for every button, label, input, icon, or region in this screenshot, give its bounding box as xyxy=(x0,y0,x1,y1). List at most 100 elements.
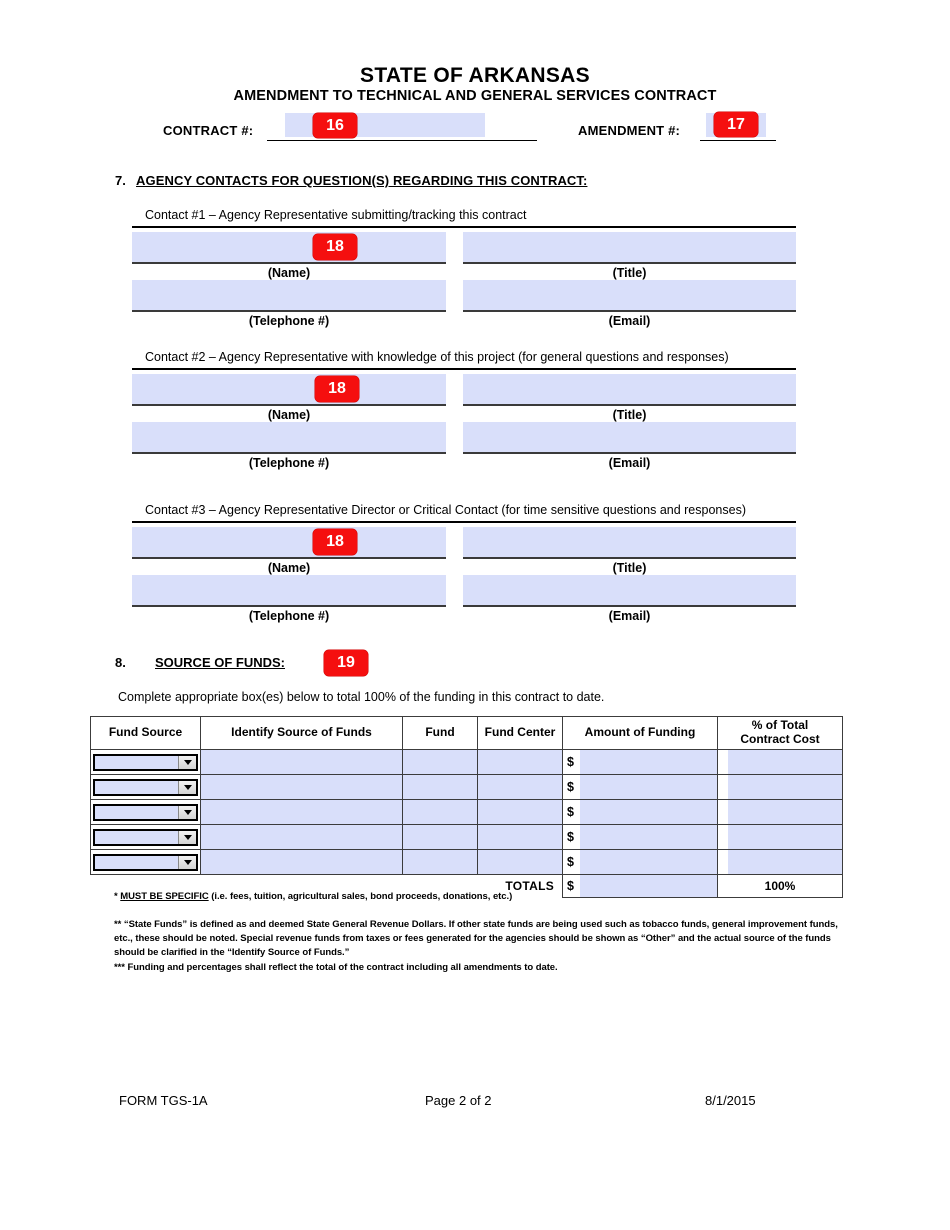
totals-spacer-3 xyxy=(402,874,478,898)
column-header-percent-line1: % of Total xyxy=(751,718,809,733)
fund-source-cell[interactable] xyxy=(90,749,201,775)
totals-label: TOTALS xyxy=(477,874,563,898)
percent-cell[interactable] xyxy=(717,749,843,775)
amount-cell[interactable]: $ xyxy=(562,849,718,875)
contact-3-title-rule xyxy=(463,557,796,559)
fund-center-input[interactable] xyxy=(477,799,563,825)
fund-center-input[interactable] xyxy=(477,774,563,800)
fund-source-dropdown[interactable] xyxy=(93,853,198,871)
badge-18-contact-1: 18 xyxy=(313,234,357,260)
percent-cell[interactable] xyxy=(717,849,843,875)
contact-3-telephone-rule xyxy=(132,605,446,607)
contact-2-name-input[interactable] xyxy=(132,374,446,404)
contact-3-title-input[interactable] xyxy=(463,527,796,557)
contact-3-name-input[interactable] xyxy=(132,527,446,557)
footnote-1-rest: (i.e. fees, tuition, agricultural sales,… xyxy=(208,891,513,902)
contact-2-name-rule xyxy=(132,404,446,406)
contact-3-name-rule xyxy=(132,557,446,559)
identify-source-input[interactable] xyxy=(200,824,403,850)
contact-3-telephone-input[interactable] xyxy=(132,575,446,605)
contact-1-email-input[interactable] xyxy=(463,280,796,310)
fund-input[interactable] xyxy=(402,774,478,800)
contact-1-title-rule xyxy=(463,262,796,264)
contact-1-email-rule xyxy=(463,310,796,312)
contact-3-top-rule xyxy=(132,521,796,523)
fund-source-dropdown[interactable] xyxy=(93,753,198,771)
column-header-fund: Fund xyxy=(402,716,478,750)
fund-source-cell[interactable] xyxy=(90,799,201,825)
chevron-down-icon[interactable] xyxy=(178,805,196,819)
fund-source-dropdown[interactable] xyxy=(93,803,198,821)
fund-input[interactable] xyxy=(402,849,478,875)
column-header-percent-line2: Contract Cost xyxy=(740,732,820,746)
amount-cell[interactable]: $ xyxy=(562,799,718,825)
footnote-2: ** “State Funds” is defined as and deeme… xyxy=(114,919,838,958)
contact-2-email-input[interactable] xyxy=(463,422,796,452)
source-of-funds-table: Fund Source Identify Source of Funds Fun… xyxy=(90,716,843,898)
percent-cell[interactable] xyxy=(717,824,843,850)
fund-source-cell[interactable] xyxy=(90,774,201,800)
fund-source-cell[interactable] xyxy=(90,849,201,875)
amount-input[interactable] xyxy=(580,750,717,774)
identify-source-input[interactable] xyxy=(200,799,403,825)
chevron-down-icon[interactable] xyxy=(178,755,196,769)
footnote-1-marker: * xyxy=(114,891,118,902)
section-7-number: 7. xyxy=(115,173,126,188)
percent-input[interactable] xyxy=(728,850,842,874)
contact-1-name-rule xyxy=(132,262,446,264)
contact-1-top-rule xyxy=(132,226,796,228)
fund-input[interactable] xyxy=(402,799,478,825)
contact-1-title-input[interactable] xyxy=(463,232,796,262)
footnote-1-underlined: MUST BE SPECIFIC xyxy=(120,891,209,902)
amount-cell[interactable]: $ xyxy=(562,774,718,800)
totals-amount-input[interactable] xyxy=(580,875,717,897)
fund-input[interactable] xyxy=(402,749,478,775)
contact-1-email-caption: (Email) xyxy=(608,314,651,328)
contact-3-name-caption: (Name) xyxy=(267,561,311,575)
dollar-sign: $ xyxy=(567,755,574,769)
contact-2-telephone-rule xyxy=(132,452,446,454)
identify-source-input[interactable] xyxy=(200,774,403,800)
contact-2-email-rule xyxy=(463,452,796,454)
identify-source-input[interactable] xyxy=(200,749,403,775)
contact-3-caption: Contact #3 – Agency Representative Direc… xyxy=(145,503,746,517)
contact-2-title-input[interactable] xyxy=(463,374,796,404)
totals-amount-cell[interactable]: $ xyxy=(562,874,718,898)
percent-input[interactable] xyxy=(728,775,842,799)
chevron-down-icon[interactable] xyxy=(178,830,196,844)
badge-16: 16 xyxy=(313,113,357,138)
contact-1-name-input[interactable] xyxy=(132,232,446,262)
chevron-down-icon[interactable] xyxy=(178,855,196,869)
fund-input[interactable] xyxy=(402,824,478,850)
amount-input[interactable] xyxy=(580,825,717,849)
section-8-number: 8. xyxy=(115,655,126,670)
fund-source-dropdown[interactable] xyxy=(93,778,198,796)
contact-3-email-input[interactable] xyxy=(463,575,796,605)
footer-date: 8/1/2015 xyxy=(705,1093,756,1108)
fund-center-input[interactable] xyxy=(477,749,563,775)
percent-input[interactable] xyxy=(728,825,842,849)
percent-input[interactable] xyxy=(728,800,842,824)
identify-source-input[interactable] xyxy=(200,849,403,875)
badge-18-contact-2: 18 xyxy=(315,376,359,402)
amount-cell[interactable]: $ xyxy=(562,824,718,850)
contact-1-caption: Contact #1 – Agency Representative submi… xyxy=(145,208,527,222)
percent-cell[interactable] xyxy=(717,799,843,825)
amount-input[interactable] xyxy=(580,800,717,824)
contact-2-email-caption: (Email) xyxy=(608,456,651,470)
amendment-number-label: AMENDMENT #: xyxy=(578,123,681,138)
fund-center-input[interactable] xyxy=(477,824,563,850)
amount-cell[interactable]: $ xyxy=(562,749,718,775)
chevron-down-icon[interactable] xyxy=(178,780,196,794)
contact-2-telephone-input[interactable] xyxy=(132,422,446,452)
fund-source-cell[interactable] xyxy=(90,824,201,850)
contact-1-telephone-input[interactable] xyxy=(132,280,446,310)
amount-input[interactable] xyxy=(580,775,717,799)
fund-center-input[interactable] xyxy=(477,849,563,875)
percent-input[interactable] xyxy=(728,750,842,774)
dollar-sign: $ xyxy=(567,780,574,794)
percent-cell[interactable] xyxy=(717,774,843,800)
fund-source-dropdown[interactable] xyxy=(93,828,198,846)
amount-input[interactable] xyxy=(580,850,717,874)
